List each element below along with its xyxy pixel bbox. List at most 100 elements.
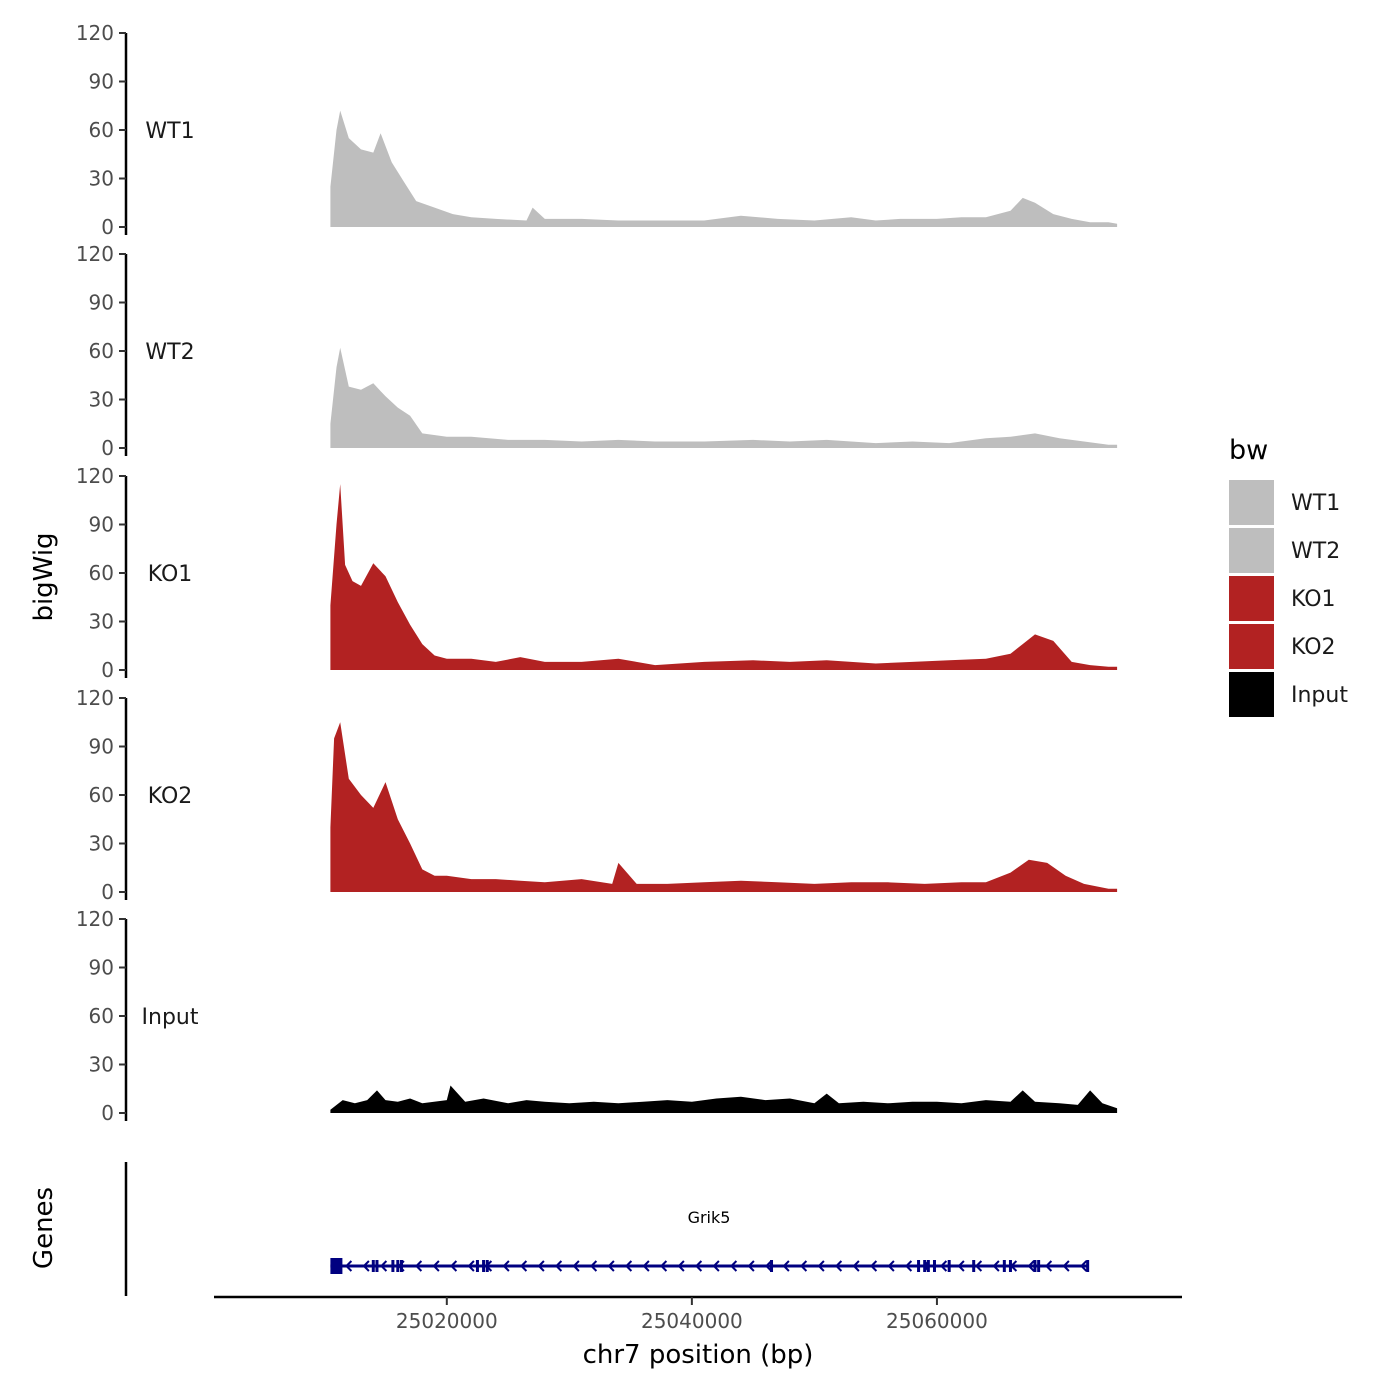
signal-area-input (330, 1085, 1118, 1113)
gene-label: Grik5 (688, 1208, 731, 1227)
signal-area-ko2 (330, 722, 1118, 892)
exon (399, 1260, 403, 1272)
strand-arrow (362, 1260, 370, 1272)
x-tick-label: 25040000 (641, 1309, 743, 1333)
exon (770, 1260, 774, 1272)
exon (482, 1260, 486, 1272)
strand-arrow (1062, 1260, 1070, 1272)
strand-arrow (694, 1260, 703, 1272)
strand-arrow (659, 1260, 668, 1272)
strand-arrow (939, 1260, 948, 1272)
track-input: 0 30 60 90 120 Input (76, 907, 1118, 1125)
y-tick-label: 90 (89, 70, 114, 94)
strand-arrow (992, 1260, 1000, 1272)
track-ko2: 0 30 60 90 120 KO2 (76, 686, 1118, 904)
track-wt2: 0 30 60 90 120 WT2 (76, 242, 1118, 460)
strand-arrow (502, 1260, 510, 1272)
strand-arrow (344, 1260, 353, 1272)
y-tick-label: 120 (76, 21, 114, 45)
genes-panel-title: Genes (29, 1187, 59, 1269)
x-tick-label: 25020000 (396, 1309, 498, 1333)
exon (475, 1260, 479, 1272)
exon (371, 1260, 375, 1272)
exon (917, 1260, 921, 1272)
legend-label-ko1: KO1 (1291, 587, 1336, 612)
strand-arrow (624, 1260, 633, 1272)
strand-arrow (869, 1260, 878, 1272)
signal-area-wt1 (330, 110, 1118, 227)
strand-arrow (974, 1260, 983, 1272)
y-tick-label: 0 (101, 215, 114, 239)
legend-key-input (1229, 672, 1274, 717)
y-tick-label: 0 (101, 658, 114, 682)
x-axis-title: chr7 position (bp) (583, 1340, 814, 1370)
legend-label-wt1: WT1 (1291, 491, 1340, 516)
strand-arrow (904, 1260, 913, 1272)
exon (932, 1260, 936, 1272)
track-wt1: 0 30 60 90 120 WT1 (76, 21, 1118, 239)
strand-arrow (519, 1260, 528, 1272)
legend-title: bw (1229, 435, 1268, 466)
y-tick-label: 30 (89, 832, 114, 856)
y-tick-label: 90 (89, 513, 114, 537)
signal-tracks: 0306090120WT10306090120WT20306090120KO10… (76, 21, 1118, 1125)
track-label-ko2: KO2 (148, 784, 193, 809)
y-tick-label: 60 (89, 118, 114, 142)
strand-arrow (1044, 1260, 1053, 1272)
strand-arrow (712, 1260, 720, 1272)
exon (396, 1260, 400, 1272)
strand-arrow (817, 1260, 825, 1272)
strand-arrow (887, 1260, 895, 1272)
gene-grik5: Grik5 (330, 1208, 1090, 1274)
strand-arrow (589, 1260, 598, 1272)
y-tick-label: 90 (89, 735, 114, 759)
exon (1002, 1260, 1006, 1272)
exon (923, 1260, 927, 1272)
legend-label-wt2: WT2 (1291, 539, 1340, 564)
strand-arrow (449, 1260, 458, 1272)
strand-arrow (554, 1260, 563, 1272)
exon (972, 1260, 976, 1272)
y-tick-label: 90 (89, 956, 114, 980)
exon (947, 1260, 951, 1272)
strand-arrow (729, 1260, 738, 1272)
legend: bw WT1 WT2 KO1 KO2 Input (1229, 435, 1348, 717)
exon (485, 1260, 489, 1272)
exon (926, 1260, 930, 1272)
y-tick-label: 60 (89, 1004, 114, 1028)
legend-label-ko2: KO2 (1291, 635, 1336, 660)
strand-arrow (764, 1260, 773, 1272)
legend-key-ko1 (1229, 576, 1274, 621)
track-label-ko1: KO1 (148, 562, 193, 587)
x-tick-label: 25060000 (886, 1309, 988, 1333)
exon (337, 1260, 341, 1272)
signal-area-wt2 (330, 347, 1118, 448)
strand-arrow (379, 1260, 388, 1272)
strand-arrow (834, 1260, 843, 1272)
track-label-wt2: WT2 (145, 340, 194, 365)
y-tick-label: 120 (76, 686, 114, 710)
track-label-wt1: WT1 (145, 119, 194, 144)
strand-arrow (1027, 1260, 1035, 1272)
strand-arrow (799, 1260, 808, 1272)
legend-key-ko2 (1229, 624, 1274, 669)
legend-label-input: Input (1291, 683, 1348, 708)
track-ko1: 0 30 60 90 120 KO1 (76, 464, 1118, 682)
y-tick-label: 120 (76, 242, 114, 266)
strand-arrow (782, 1260, 790, 1272)
exon (1037, 1260, 1041, 1272)
signal-area-ko1 (330, 484, 1118, 670)
y-tick-label: 0 (101, 1101, 114, 1125)
y-tick-label: 90 (89, 291, 114, 315)
y-tick-label: 60 (89, 561, 114, 585)
strand-arrow (677, 1260, 685, 1272)
strand-arrow (747, 1260, 755, 1272)
strand-arrow (432, 1260, 440, 1272)
strand-arrow (852, 1260, 860, 1272)
y-tick-label: 60 (89, 783, 114, 807)
exon (330, 1258, 343, 1274)
y-tick-label: 30 (89, 167, 114, 191)
legend-key-wt1 (1229, 480, 1274, 525)
strand-arrow (607, 1260, 615, 1272)
